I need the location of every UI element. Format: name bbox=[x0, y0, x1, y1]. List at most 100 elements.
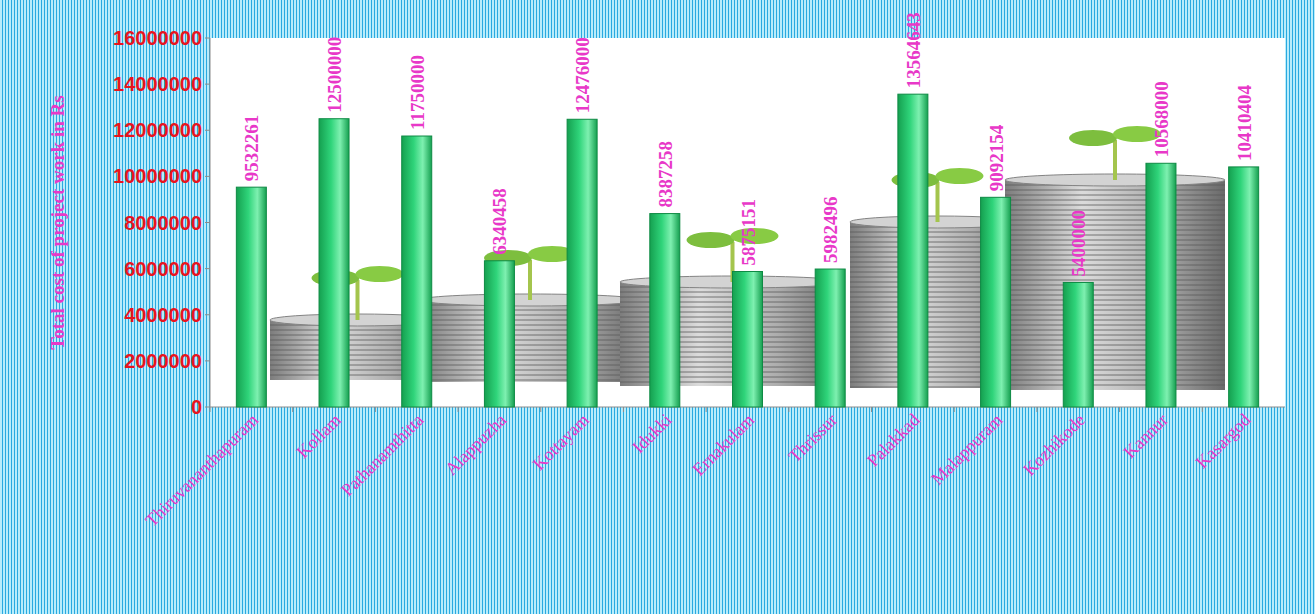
coin-edge bbox=[420, 330, 640, 331]
coin-edge bbox=[420, 340, 640, 341]
x-tick bbox=[706, 407, 707, 412]
y-tick-label: 14000000 bbox=[113, 73, 202, 95]
y-tick bbox=[205, 38, 210, 39]
x-tick bbox=[623, 407, 624, 412]
y-tick bbox=[205, 314, 210, 315]
coin-edge bbox=[1005, 360, 1225, 361]
coin-edge bbox=[1005, 230, 1225, 231]
x-tick-label: Malappuram bbox=[927, 410, 1006, 489]
coin-edge bbox=[1005, 315, 1225, 316]
coin-edge bbox=[1005, 265, 1225, 266]
coin-edge bbox=[1005, 340, 1225, 341]
plot-area bbox=[210, 38, 1285, 407]
x-tick bbox=[788, 407, 789, 412]
coin-edge bbox=[1005, 190, 1225, 191]
coin-edge bbox=[1005, 270, 1225, 271]
data-label: 12476000 bbox=[572, 37, 593, 113]
y-tick bbox=[205, 222, 210, 223]
x-tick bbox=[871, 407, 872, 412]
coin-edge bbox=[1005, 330, 1225, 331]
data-label: 9092154 bbox=[986, 124, 1007, 191]
data-label: 9532261 bbox=[241, 115, 262, 182]
x-tick bbox=[375, 407, 376, 412]
coin-edge bbox=[1005, 335, 1225, 336]
x-tick-label: Thrissur bbox=[784, 410, 841, 467]
data-label: 12500000 bbox=[324, 37, 345, 113]
coin-edge bbox=[1005, 215, 1225, 216]
coin-edge bbox=[1005, 255, 1225, 256]
coin-stack bbox=[420, 300, 640, 382]
coin-edge bbox=[1005, 365, 1225, 366]
sprout-leaf bbox=[936, 168, 984, 184]
coin-edge bbox=[1005, 385, 1225, 386]
x-tick bbox=[292, 407, 293, 412]
x-tick bbox=[1202, 407, 1203, 412]
data-label: 13564643 bbox=[903, 12, 924, 88]
y-tick bbox=[205, 130, 210, 131]
coin-edge bbox=[1005, 235, 1225, 236]
y-tick-label: 10000000 bbox=[113, 165, 202, 187]
sprout-stem bbox=[528, 260, 532, 300]
coin-edge bbox=[1005, 310, 1225, 311]
sprout-leaf bbox=[687, 232, 735, 248]
coin-edge bbox=[420, 310, 640, 311]
coin-edge bbox=[420, 335, 640, 336]
data-label: 11750000 bbox=[407, 55, 428, 130]
x-tick-label: Kollam bbox=[293, 410, 345, 462]
bar bbox=[733, 272, 763, 407]
x-tick-label: Palakkad bbox=[863, 410, 924, 471]
x-tick bbox=[210, 407, 211, 412]
coin-edge bbox=[420, 320, 640, 321]
y-tick bbox=[205, 176, 210, 177]
data-label: 10568000 bbox=[1151, 81, 1172, 157]
coin-edge bbox=[420, 375, 640, 376]
y-tick-label: 2000000 bbox=[124, 350, 202, 372]
coin-edge bbox=[1005, 320, 1225, 321]
x-tick-label: Pathanamthitta bbox=[337, 410, 427, 500]
coin-edge bbox=[420, 360, 640, 361]
coin-edge bbox=[1005, 305, 1225, 306]
x-tick-label: Kannur bbox=[1119, 410, 1171, 462]
coin-edge bbox=[1005, 275, 1225, 276]
coin-edge bbox=[1005, 240, 1225, 241]
coin-edge bbox=[1005, 220, 1225, 221]
coin-edge bbox=[420, 355, 640, 356]
y-tick-label: 8000000 bbox=[124, 212, 202, 234]
coin-edge bbox=[1005, 380, 1225, 381]
y-axis-title: Total cost of project work in Rs bbox=[47, 95, 68, 349]
y-tick bbox=[205, 84, 210, 85]
coin-edge bbox=[1005, 285, 1225, 286]
x-tick bbox=[954, 407, 955, 412]
bar bbox=[1229, 167, 1259, 407]
y-tick-label: 6000000 bbox=[124, 258, 202, 280]
coin-edge bbox=[1005, 210, 1225, 211]
coin-edge bbox=[420, 345, 640, 346]
sprout-stem bbox=[1113, 140, 1117, 180]
coin-edge bbox=[1005, 300, 1225, 301]
bar bbox=[484, 261, 514, 407]
coin-edge bbox=[1005, 355, 1225, 356]
bar bbox=[1063, 282, 1093, 407]
y-tick-label: 12000000 bbox=[113, 119, 202, 141]
coin-edge bbox=[420, 325, 640, 326]
x-tick-label: Kottayam bbox=[529, 410, 593, 474]
x-tick bbox=[1119, 407, 1120, 412]
coin-edge bbox=[1005, 225, 1225, 226]
x-tick-label: Kasargod bbox=[1192, 410, 1255, 473]
x-tick-label: Thiruvananthapuram bbox=[141, 410, 262, 531]
coin-edge bbox=[1005, 195, 1225, 196]
x-tick-label: Kozhikode bbox=[1019, 410, 1089, 480]
bar bbox=[815, 269, 845, 407]
coin-edge bbox=[1005, 205, 1225, 206]
coin-edge bbox=[1005, 370, 1225, 371]
y-tick-label: 0 bbox=[191, 396, 202, 418]
sprout-leaf bbox=[356, 266, 404, 282]
chart-background: {"chart_data": {"type": "bar", "y_label"… bbox=[0, 0, 1315, 614]
x-tick-label: Ernakulam bbox=[688, 410, 758, 480]
bar bbox=[402, 136, 432, 407]
bar bbox=[650, 214, 680, 407]
coin-edge bbox=[420, 365, 640, 366]
bar bbox=[567, 119, 597, 407]
x-tick-label: Alappuzha bbox=[441, 410, 510, 479]
bar bbox=[236, 187, 266, 407]
